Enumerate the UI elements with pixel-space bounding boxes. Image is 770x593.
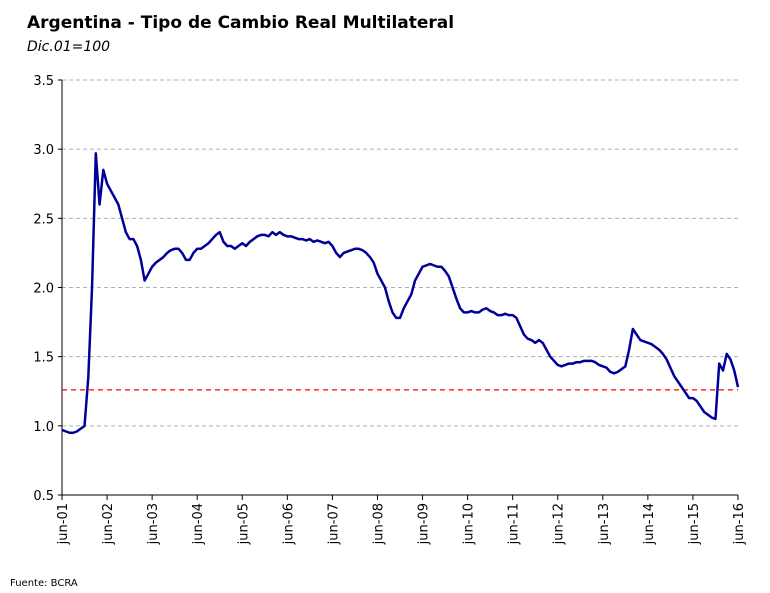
- y-tick-label: 1.5: [33, 351, 54, 366]
- y-tick-label: 1.0: [33, 420, 54, 435]
- y-tick-label: 3.5: [33, 74, 54, 89]
- y-tick-label: 3.0: [33, 143, 54, 158]
- chart-title: Argentina - Tipo de Cambio Real Multilat…: [27, 13, 454, 33]
- y-tick-label: 0.5: [33, 489, 54, 504]
- y-tick-label: 2.0: [33, 282, 54, 297]
- x-tick-label: jun-15: [687, 503, 702, 545]
- x-tick-label: jun-14: [642, 503, 657, 545]
- x-tick-label: jun-10: [462, 503, 477, 545]
- source: Fuente: BCRA: [10, 578, 78, 589]
- x-tick-label: jun-01: [56, 503, 71, 545]
- x-tick-label: jun-16: [732, 503, 747, 545]
- x-tick-label: jun-11: [507, 503, 522, 545]
- series-line: [61, 152, 740, 434]
- x-tick-label: jun-12: [552, 503, 567, 545]
- x-tick-label: jun-02: [101, 503, 116, 545]
- x-tick-label: jun-07: [326, 503, 341, 545]
- y-tick-label: 2.5: [33, 212, 54, 227]
- x-tick-label: jun-09: [417, 503, 432, 545]
- x-tick-label: jun-05: [236, 503, 251, 545]
- x-tick-label: jun-03: [146, 503, 161, 545]
- x-tick-label: jun-06: [281, 503, 296, 545]
- x-tick-label: jun-08: [371, 503, 386, 545]
- chart-subtitle: Dic.01=100: [27, 39, 110, 55]
- x-tick-label: jun-13: [597, 503, 612, 545]
- x-tick-label: jun-04: [191, 503, 206, 545]
